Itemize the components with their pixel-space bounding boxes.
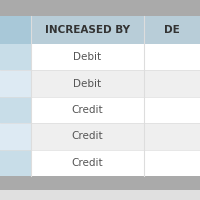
FancyBboxPatch shape bbox=[31, 97, 144, 123]
FancyBboxPatch shape bbox=[144, 70, 200, 97]
FancyBboxPatch shape bbox=[0, 176, 200, 190]
Text: Credit: Credit bbox=[72, 105, 103, 115]
FancyBboxPatch shape bbox=[0, 70, 31, 97]
FancyBboxPatch shape bbox=[0, 123, 31, 150]
FancyBboxPatch shape bbox=[31, 44, 144, 70]
FancyBboxPatch shape bbox=[0, 97, 31, 123]
FancyBboxPatch shape bbox=[0, 150, 31, 176]
FancyBboxPatch shape bbox=[144, 44, 200, 70]
Text: DE: DE bbox=[164, 25, 180, 35]
FancyBboxPatch shape bbox=[0, 16, 31, 44]
Text: Credit: Credit bbox=[72, 131, 103, 141]
FancyBboxPatch shape bbox=[144, 97, 200, 123]
FancyBboxPatch shape bbox=[0, 0, 200, 16]
FancyBboxPatch shape bbox=[144, 16, 200, 44]
FancyBboxPatch shape bbox=[31, 150, 144, 176]
FancyBboxPatch shape bbox=[31, 16, 144, 44]
FancyBboxPatch shape bbox=[0, 190, 200, 200]
FancyBboxPatch shape bbox=[31, 70, 144, 97]
FancyBboxPatch shape bbox=[144, 123, 200, 150]
Text: Debit: Debit bbox=[73, 79, 102, 89]
Text: INCREASED BY: INCREASED BY bbox=[45, 25, 130, 35]
FancyBboxPatch shape bbox=[31, 123, 144, 150]
FancyBboxPatch shape bbox=[144, 150, 200, 176]
Text: Debit: Debit bbox=[73, 52, 102, 62]
Text: Credit: Credit bbox=[72, 158, 103, 168]
FancyBboxPatch shape bbox=[0, 44, 31, 70]
